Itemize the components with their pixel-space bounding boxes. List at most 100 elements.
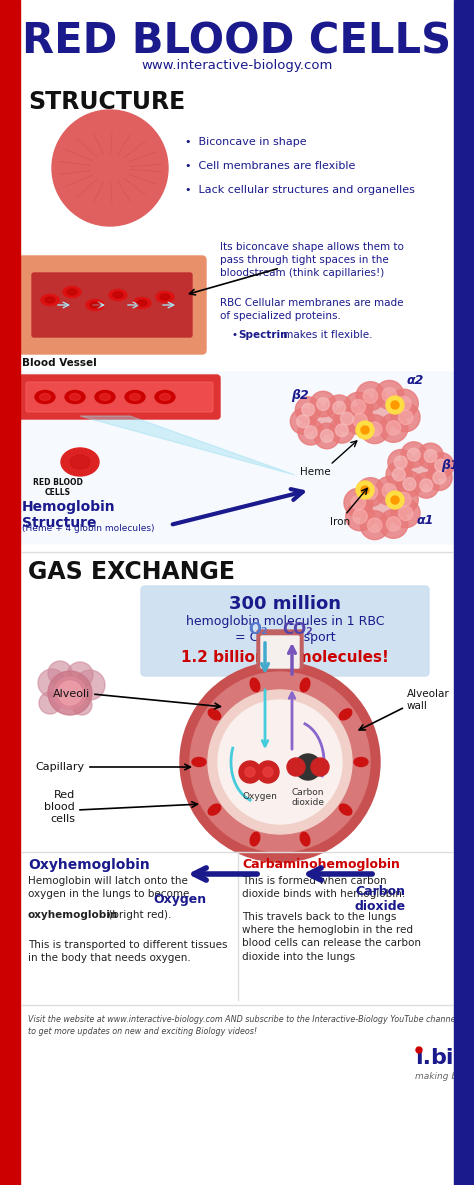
Circle shape	[58, 116, 162, 220]
Text: Hemoglobin
Structure: Hemoglobin Structure	[22, 500, 116, 530]
Circle shape	[403, 478, 416, 491]
Circle shape	[394, 456, 407, 469]
Circle shape	[397, 397, 411, 411]
Circle shape	[180, 662, 380, 861]
Text: 1.2 billion O₂ molecules!: 1.2 billion O₂ molecules!	[181, 651, 389, 666]
Circle shape	[297, 415, 310, 428]
Text: α1: α1	[416, 513, 434, 526]
Text: Visit the website at www.interactive-biology.com AND subscribe to the Interactiv: Visit the website at www.interactive-bio…	[28, 1016, 458, 1037]
Ellipse shape	[300, 832, 310, 846]
Text: Carbon
dioxide: Carbon dioxide	[355, 885, 406, 912]
Circle shape	[190, 672, 370, 852]
FancyBboxPatch shape	[21, 372, 453, 544]
Circle shape	[320, 429, 333, 442]
Text: biology: biology	[430, 1048, 474, 1068]
Text: www.interactive-biology.com: www.interactive-biology.com	[141, 59, 333, 72]
Circle shape	[399, 506, 413, 520]
Circle shape	[379, 510, 408, 538]
Ellipse shape	[65, 391, 85, 404]
Ellipse shape	[39, 393, 51, 401]
Text: •  Biconcave in shape: • Biconcave in shape	[185, 137, 307, 147]
Circle shape	[390, 389, 418, 418]
Text: Spectrin: Spectrin	[238, 329, 288, 340]
Circle shape	[391, 497, 399, 504]
Ellipse shape	[192, 757, 206, 767]
Circle shape	[80, 137, 140, 198]
FancyBboxPatch shape	[261, 636, 299, 668]
Circle shape	[363, 485, 378, 499]
Ellipse shape	[100, 393, 110, 401]
Ellipse shape	[159, 393, 171, 401]
Ellipse shape	[41, 295, 59, 306]
Circle shape	[397, 493, 411, 507]
FancyBboxPatch shape	[18, 256, 206, 354]
Ellipse shape	[208, 709, 221, 719]
Text: i.: i.	[415, 1048, 431, 1068]
Text: Oxygen: Oxygen	[243, 792, 277, 801]
Ellipse shape	[208, 805, 221, 815]
Circle shape	[208, 690, 352, 834]
Circle shape	[353, 510, 367, 524]
Ellipse shape	[45, 297, 55, 303]
Circle shape	[314, 423, 340, 449]
Circle shape	[311, 758, 329, 776]
Ellipse shape	[354, 757, 368, 767]
Circle shape	[413, 473, 439, 498]
Text: GAS EXCHANGE: GAS EXCHANGE	[28, 561, 235, 584]
Text: hemoglobin molecules in 1 RBC: hemoglobin molecules in 1 RBC	[186, 615, 384, 628]
Circle shape	[375, 380, 404, 409]
Text: Hemoglobin will latch onto the
oxygen in the lungs to become: Hemoglobin will latch onto the oxygen in…	[28, 876, 190, 899]
Text: Blood Vessel: Blood Vessel	[22, 358, 97, 369]
Circle shape	[38, 670, 66, 697]
Circle shape	[356, 478, 385, 506]
Circle shape	[360, 511, 389, 539]
Circle shape	[351, 495, 365, 510]
Text: •: •	[232, 329, 241, 340]
Circle shape	[367, 422, 382, 436]
Text: β1: β1	[441, 459, 459, 472]
FancyBboxPatch shape	[141, 587, 429, 675]
Circle shape	[287, 758, 305, 776]
Circle shape	[408, 448, 420, 461]
Bar	[454, 0, 474, 1185]
Text: Red
blood
cells: Red blood cells	[44, 790, 75, 824]
Ellipse shape	[70, 393, 81, 401]
Text: Alveolar
wall: Alveolar wall	[407, 688, 450, 711]
Circle shape	[401, 442, 427, 467]
Ellipse shape	[160, 294, 170, 300]
Text: Oxyhemoglobin: Oxyhemoglobin	[28, 858, 150, 872]
FancyBboxPatch shape	[32, 273, 192, 337]
Ellipse shape	[67, 289, 77, 295]
Ellipse shape	[61, 448, 99, 476]
Circle shape	[356, 382, 385, 410]
Circle shape	[39, 692, 61, 715]
Text: Its biconcave shape allows them to
pass through tight spaces in the
bloodstream : Its biconcave shape allows them to pass …	[220, 242, 404, 278]
Circle shape	[54, 677, 86, 709]
Ellipse shape	[250, 832, 260, 846]
Circle shape	[427, 465, 452, 491]
FancyBboxPatch shape	[19, 374, 220, 419]
Text: RED BLOOD CELLS: RED BLOOD CELLS	[22, 21, 452, 63]
Text: O₂: O₂	[248, 622, 268, 638]
Circle shape	[386, 491, 404, 510]
Circle shape	[391, 403, 420, 431]
Circle shape	[298, 419, 324, 446]
Circle shape	[382, 387, 397, 402]
Circle shape	[418, 443, 443, 469]
Circle shape	[356, 421, 374, 438]
Circle shape	[239, 761, 261, 783]
Circle shape	[245, 767, 255, 777]
Circle shape	[435, 459, 447, 472]
Circle shape	[329, 417, 355, 443]
Circle shape	[48, 671, 92, 715]
Circle shape	[392, 468, 405, 481]
Circle shape	[304, 425, 317, 438]
Ellipse shape	[300, 678, 310, 692]
Text: CO₂: CO₂	[283, 622, 313, 638]
Ellipse shape	[129, 393, 140, 401]
Text: •  Lack cellular structures and organelles: • Lack cellular structures and organelle…	[185, 185, 415, 196]
Text: Carbaminohemoglobin: Carbaminohemoglobin	[242, 858, 400, 871]
Circle shape	[295, 397, 321, 423]
Bar	[0, 0, 20, 1185]
Circle shape	[366, 492, 398, 524]
